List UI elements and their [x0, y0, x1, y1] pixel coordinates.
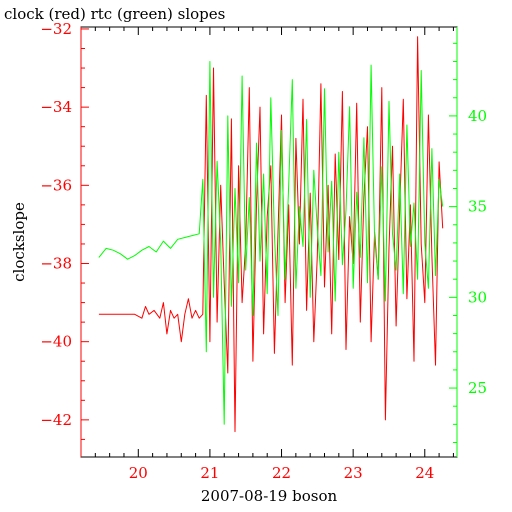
- y-left-tick-label: −34: [40, 98, 72, 116]
- series-line-rtc: [98, 61, 444, 425]
- y-left-tick-label: −40: [40, 333, 72, 351]
- x-tick-label: 23: [344, 464, 363, 482]
- x-tick-label: 22: [272, 464, 291, 482]
- axes-layer: 20 21 22 23 24 −32 −34 −36 −38 −40 −42 25 30 35 40: [40, 20, 487, 482]
- y-right-tick-label: 30: [468, 288, 487, 306]
- x-tick-label: 20: [129, 464, 148, 482]
- y-left-tick-label: −32: [40, 20, 72, 38]
- y-left-tick-label: −42: [40, 411, 72, 429]
- x-axis-label: 2007-08-19 boson: [201, 487, 338, 505]
- plot-frame: [80, 26, 458, 458]
- chart-title: clock (red) rtc (green) slopes: [4, 5, 225, 23]
- series-line-clock: [98, 36, 444, 433]
- x-tick-label: 21: [200, 464, 219, 482]
- x-tick-label: 24: [415, 464, 434, 482]
- y-left-tick-label: −36: [40, 176, 72, 194]
- y-right-tick-label: 40: [468, 107, 487, 125]
- y-right-tick-label: 35: [468, 198, 487, 216]
- y-right-tick-label: 25: [468, 379, 487, 397]
- y-axis-label: clockslope: [10, 202, 28, 282]
- y-left-tick-label: −38: [40, 255, 72, 273]
- series-layer: [98, 36, 444, 433]
